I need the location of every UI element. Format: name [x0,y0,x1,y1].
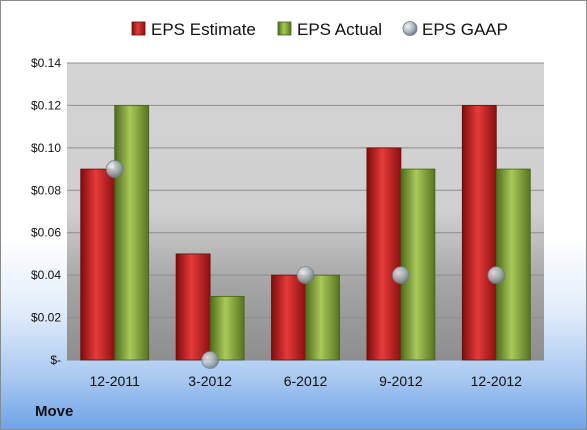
legend-label: EPS GAAP [422,20,508,39]
bar-eps-actual [114,105,150,361]
marker-eps-gaap [201,351,220,369]
x-tick-label: 12-2011 [90,373,141,389]
legend-label: EPS Estimate [151,20,256,39]
y-tick-label: $- [50,353,61,367]
legend-swatch [277,21,292,36]
y-tick-label: $0.06 [31,226,61,240]
legend-label: EPS Actual [297,20,382,39]
y-axis-ticks: $- $0.02 $0.04 $0.06 $0.08 $0.10 $0.12 $0.14 [31,56,61,367]
y-tick-label: $0.14 [31,56,61,70]
bar-eps-actual [209,295,245,361]
bar-eps-estimate [366,147,402,361]
x-axis-ticks: 12-2011 3-2012 6-2012 9-2012 12-2012 [90,373,523,389]
x-tick-label: 9-2012 [379,373,423,389]
chart-legend: EPS Estimate EPS Actual EPS GAAP [131,20,508,39]
bar-eps-actual [495,168,531,361]
bar-eps-estimate [271,274,306,361]
y-tick-label: $0.02 [31,311,61,325]
bar-eps-actual [305,274,340,361]
marker-eps-gaap [296,266,315,285]
bars-layer [80,105,531,361]
bar-eps-actual [400,168,436,361]
legend-swatch [131,21,146,36]
y-tick-label: $0.10 [31,141,61,155]
marker-eps-gaap [391,266,410,285]
bar-eps-estimate [461,105,497,361]
x-tick-label: 12-2012 [471,373,523,389]
company-name: Move [35,403,74,420]
legend-swatch [402,21,418,36]
x-tick-label: 3-2012 [188,373,232,389]
x-tick-label: 6-2012 [284,373,328,389]
y-tick-label: $0.08 [31,183,61,197]
marker-eps-gaap [487,266,506,285]
bar-eps-estimate [80,168,116,361]
y-tick-label: $0.12 [31,98,61,112]
bar-eps-estimate [175,253,211,361]
gaap-markers-layer [105,160,506,369]
y-tick-label: $0.04 [31,268,61,282]
marker-eps-gaap [105,160,124,178]
